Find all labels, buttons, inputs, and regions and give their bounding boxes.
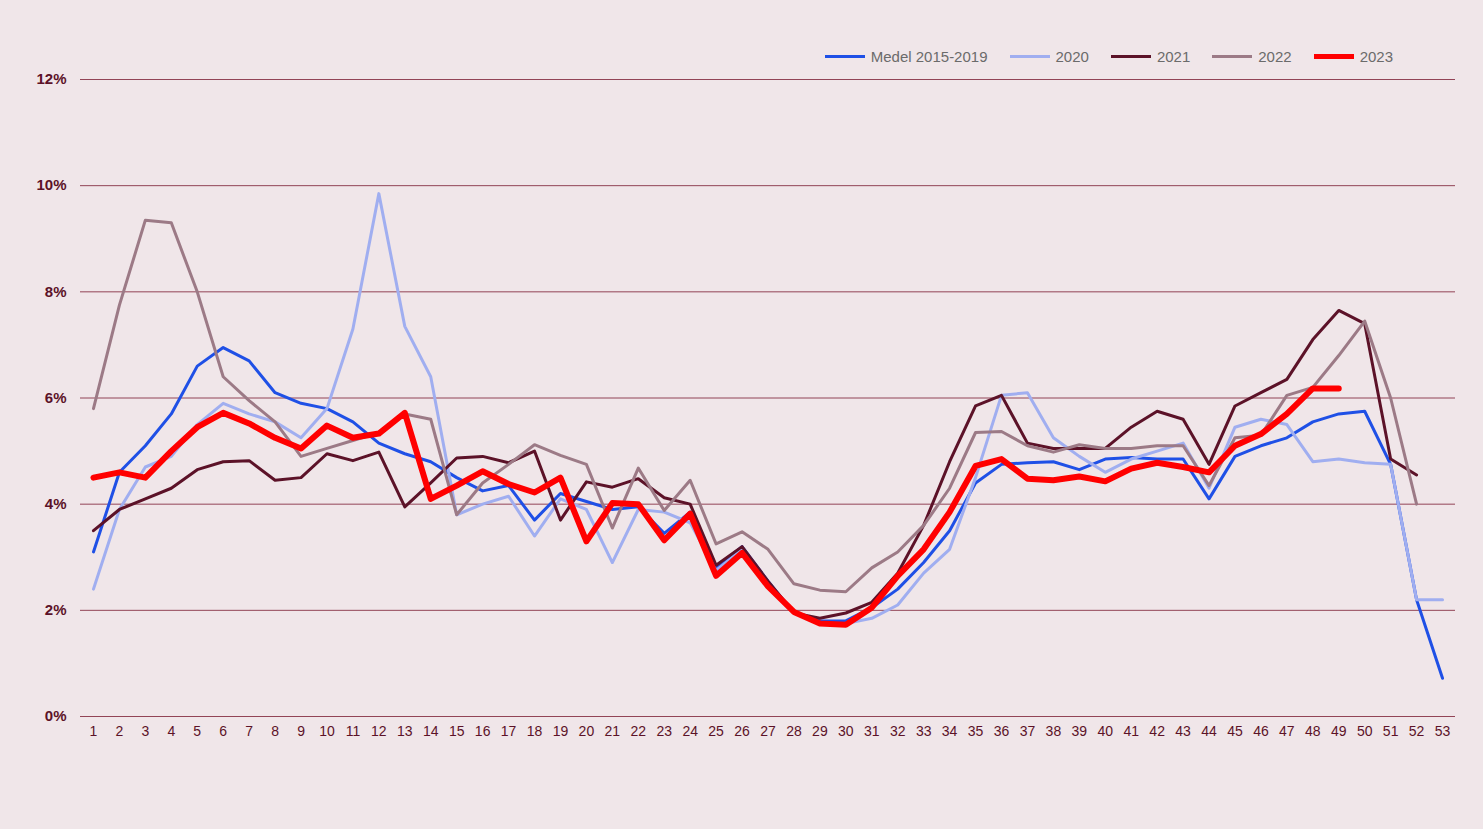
- svg-text:37: 37: [1020, 723, 1036, 739]
- svg-text:3: 3: [141, 723, 149, 739]
- svg-text:10%: 10%: [36, 176, 66, 193]
- svg-text:35: 35: [968, 723, 984, 739]
- svg-text:0%: 0%: [45, 707, 67, 724]
- svg-text:2%: 2%: [45, 601, 67, 618]
- svg-text:41: 41: [1123, 723, 1139, 739]
- svg-text:21: 21: [605, 723, 621, 739]
- svg-text:34: 34: [942, 723, 958, 739]
- svg-text:30: 30: [838, 723, 854, 739]
- svg-text:23: 23: [656, 723, 672, 739]
- svg-text:28: 28: [786, 723, 802, 739]
- svg-text:12%: 12%: [36, 70, 66, 87]
- svg-text:43: 43: [1175, 723, 1191, 739]
- svg-text:46: 46: [1253, 723, 1269, 739]
- svg-text:27: 27: [760, 723, 776, 739]
- svg-text:38: 38: [1046, 723, 1062, 739]
- svg-text:39: 39: [1072, 723, 1088, 739]
- svg-text:5: 5: [193, 723, 201, 739]
- svg-text:8: 8: [271, 723, 279, 739]
- svg-text:53: 53: [1435, 723, 1451, 739]
- svg-text:44: 44: [1201, 723, 1217, 739]
- svg-text:14: 14: [423, 723, 439, 739]
- svg-text:13: 13: [397, 723, 413, 739]
- svg-text:32: 32: [890, 723, 906, 739]
- svg-text:40: 40: [1097, 723, 1113, 739]
- svg-text:31: 31: [864, 723, 880, 739]
- svg-text:25: 25: [708, 723, 724, 739]
- svg-text:12: 12: [371, 723, 387, 739]
- svg-text:51: 51: [1383, 723, 1399, 739]
- svg-text:7: 7: [245, 723, 253, 739]
- svg-text:1: 1: [90, 723, 98, 739]
- svg-text:20: 20: [579, 723, 595, 739]
- svg-text:50: 50: [1357, 723, 1373, 739]
- svg-text:8%: 8%: [45, 283, 67, 300]
- svg-text:45: 45: [1227, 723, 1243, 739]
- svg-text:19: 19: [553, 723, 569, 739]
- svg-text:22: 22: [630, 723, 646, 739]
- svg-text:47: 47: [1279, 723, 1295, 739]
- svg-text:52: 52: [1409, 723, 1425, 739]
- html-text:2020: 2020: [1055, 47, 1089, 65]
- html-text:2022: 2022: [1258, 47, 1292, 65]
- svg-text:17: 17: [501, 723, 517, 739]
- html-text:2023: 2023: [1359, 47, 1393, 65]
- svg-text:49: 49: [1331, 723, 1347, 739]
- svg-text:6: 6: [219, 723, 227, 739]
- svg-text:4: 4: [167, 723, 175, 739]
- html-text:2021: 2021: [1156, 47, 1191, 65]
- svg-text:29: 29: [812, 723, 828, 739]
- svg-text:24: 24: [682, 723, 698, 739]
- svg-text:15: 15: [449, 723, 465, 739]
- svg-text:18: 18: [527, 723, 543, 739]
- svg-text:36: 36: [994, 723, 1010, 739]
- svg-text:2: 2: [116, 723, 124, 739]
- svg-text:42: 42: [1149, 723, 1165, 739]
- svg-text:10: 10: [319, 723, 335, 739]
- svg-text:26: 26: [734, 723, 750, 739]
- svg-text:4%: 4%: [45, 495, 67, 512]
- svg-text:48: 48: [1305, 723, 1321, 739]
- svg-text:33: 33: [916, 723, 932, 739]
- html-text:Medel 2015-2019: Medel 2015-2019: [870, 47, 988, 65]
- svg-text:16: 16: [475, 723, 491, 739]
- svg-text:6%: 6%: [45, 389, 67, 406]
- svg-text:11: 11: [346, 723, 361, 739]
- svg-text:9: 9: [297, 723, 305, 739]
